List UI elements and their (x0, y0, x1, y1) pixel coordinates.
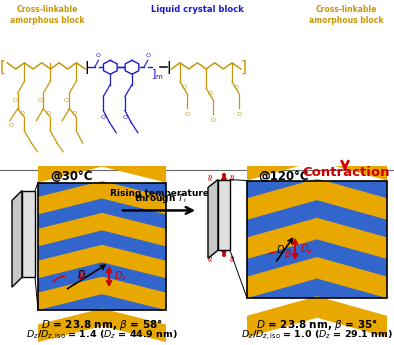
Text: @120°C: @120°C (258, 170, 309, 183)
Text: ≈: ≈ (227, 171, 237, 180)
Text: O: O (182, 85, 186, 90)
Text: ≈: ≈ (205, 171, 215, 180)
Polygon shape (247, 139, 387, 180)
Text: |: | (84, 61, 89, 74)
Text: O: O (38, 98, 43, 102)
Text: O: O (13, 98, 17, 102)
Text: [: [ (0, 60, 6, 75)
Text: ]: ] (240, 60, 246, 75)
Text: $\it{D}_z$/$\it{D}_{z,\mathrm{iso}}$ = 1.4 ($\it{D}_z$ = 44.9 nm): $\it{D}_z$/$\it{D}_{z,\mathrm{iso}}$ = 1… (26, 328, 178, 342)
Text: Cross-linkable
amorphous block: Cross-linkable amorphous block (10, 5, 85, 25)
Text: $\mathit{D}$: $\mathit{D}$ (76, 268, 85, 280)
Polygon shape (247, 257, 387, 298)
Text: O: O (96, 53, 101, 58)
Bar (247, 180, 387, 298)
Bar (247, 180, 387, 298)
Text: $\mathit{D_z}$: $\mathit{D_z}$ (114, 269, 127, 283)
Text: ]: ] (152, 68, 157, 78)
Bar (38, 183, 166, 310)
Polygon shape (22, 190, 35, 277)
Text: O: O (101, 115, 106, 120)
Polygon shape (38, 149, 166, 183)
Text: $\it{D}_z$/$\it{D}_{z,\mathrm{iso}}$ = 1.0 ($\it{D}_z$ = 29.1 nm): $\it{D}_z$/$\it{D}_{z,\mathrm{iso}}$ = 1… (241, 328, 393, 342)
Text: O: O (145, 53, 150, 58)
Text: @30°C: @30°C (50, 170, 93, 183)
Text: ≈: ≈ (227, 253, 237, 262)
Text: O: O (72, 111, 76, 116)
Polygon shape (38, 277, 166, 310)
Polygon shape (38, 181, 166, 215)
Text: $\it{D}$ = 23.8 nm, $\it{\beta}$ = 58°: $\it{D}$ = 23.8 nm, $\it{\beta}$ = 58° (41, 317, 163, 332)
Text: $\mathit{D}$: $\mathit{D}$ (275, 243, 284, 255)
Text: O: O (19, 111, 24, 116)
Text: Liquid crystal block: Liquid crystal block (151, 5, 243, 14)
Polygon shape (38, 245, 166, 278)
Polygon shape (38, 308, 166, 342)
Polygon shape (247, 179, 387, 220)
Text: |: | (166, 61, 171, 74)
Text: $\mathit{D_z}$: $\mathit{D_z}$ (300, 242, 313, 256)
Text: ≈: ≈ (205, 253, 215, 262)
Text: O: O (46, 111, 50, 116)
Polygon shape (247, 218, 387, 259)
Text: m: m (155, 73, 162, 80)
Text: O: O (211, 118, 216, 123)
Text: O: O (237, 112, 242, 117)
Polygon shape (247, 296, 387, 337)
Text: O: O (64, 98, 69, 102)
Bar (38, 183, 166, 310)
Text: O: O (123, 115, 127, 120)
Text: $\mathit{\beta}$: $\mathit{\beta}$ (284, 247, 292, 261)
Text: O: O (208, 91, 212, 96)
Text: $\mathit{\beta}$: $\mathit{\beta}$ (78, 269, 86, 283)
Text: Contraction: Contraction (303, 166, 390, 179)
Text: O: O (234, 85, 238, 90)
Text: O: O (9, 124, 13, 128)
Polygon shape (38, 213, 166, 246)
Text: Cross-linkable
amorphous block: Cross-linkable amorphous block (309, 5, 384, 25)
Text: Rising temperature: Rising temperature (110, 189, 210, 198)
Text: $\it{D}$ = 23.8 nm, $\it{\beta}$ = 35°: $\it{D}$ = 23.8 nm, $\it{\beta}$ = 35° (256, 317, 378, 332)
Polygon shape (208, 179, 218, 258)
Polygon shape (12, 190, 22, 287)
Polygon shape (218, 179, 230, 250)
Text: O: O (185, 112, 190, 117)
Text: through $\mathit{T}_\mathrm{i}$: through $\mathit{T}_\mathrm{i}$ (134, 193, 186, 206)
